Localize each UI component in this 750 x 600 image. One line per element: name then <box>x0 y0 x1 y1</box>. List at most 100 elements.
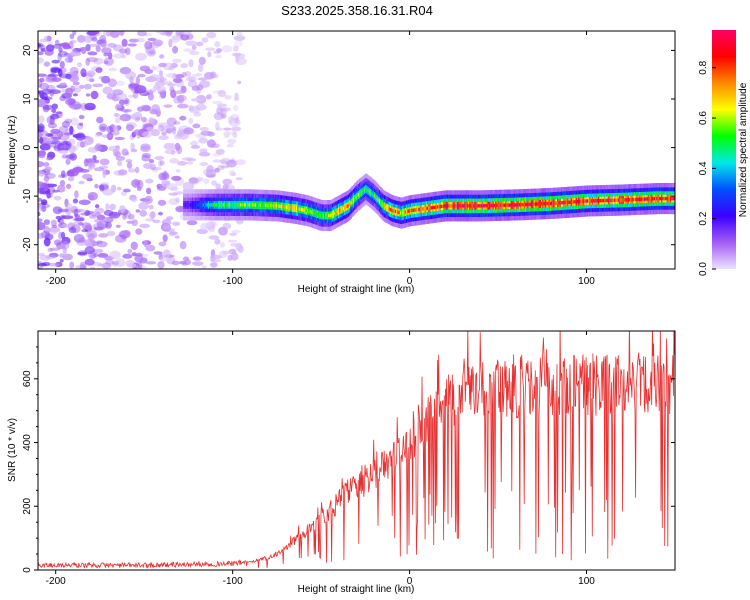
signal-cell <box>455 204 458 208</box>
noise-cell <box>58 149 69 154</box>
signal-cell <box>539 202 542 206</box>
signal-cell <box>304 208 307 212</box>
noise-cell <box>228 130 237 136</box>
signal-cell <box>476 204 479 208</box>
noise-cell <box>168 192 179 196</box>
noise-cell <box>163 222 171 231</box>
noise-cell <box>130 148 138 153</box>
noise-cell <box>205 169 217 178</box>
signal-cell <box>409 209 412 213</box>
noise-cell <box>135 228 143 235</box>
signal-cell <box>393 209 396 213</box>
noise-cell <box>171 34 183 41</box>
noise-cell <box>188 59 194 68</box>
signal-cell <box>198 203 200 207</box>
y-tick-label: 400 <box>22 434 33 451</box>
signal-cell <box>328 213 330 218</box>
noise-cell <box>195 103 207 111</box>
signal-cell <box>245 203 247 207</box>
noise-cell <box>131 252 137 257</box>
signal-cell <box>552 201 554 206</box>
noise-cell <box>126 162 133 169</box>
noise-cell <box>81 222 92 230</box>
noise-cell <box>96 241 108 248</box>
noise-cell <box>87 232 95 242</box>
noise-cell <box>206 131 215 137</box>
noise-cell <box>103 57 114 66</box>
noise-cell <box>39 44 46 52</box>
noise-cell <box>166 117 177 126</box>
noise-cell <box>149 74 161 80</box>
noise-cell <box>50 219 57 227</box>
noise-cell <box>168 65 175 71</box>
signal-cell <box>205 203 208 207</box>
noise-cell <box>57 53 62 61</box>
noise-cell <box>132 91 139 99</box>
noise-cell <box>162 252 171 259</box>
noise-cell <box>83 83 92 90</box>
signal-cell <box>188 203 190 207</box>
noise-cell <box>38 153 46 159</box>
signal-cell <box>279 204 282 208</box>
noise-cell <box>69 33 75 40</box>
signal-cell <box>522 202 525 207</box>
noise-cell <box>58 125 69 133</box>
signal-cell <box>376 196 378 201</box>
noise-cell <box>220 113 227 119</box>
noise-cell <box>222 222 232 230</box>
y-tick-label: 200 <box>22 497 33 514</box>
noise-cell <box>148 50 155 55</box>
noise-cell <box>135 76 141 85</box>
noise-cell <box>100 43 107 48</box>
signal-cell <box>261 203 263 207</box>
noise-cell <box>158 135 169 140</box>
signal-cell <box>437 205 439 209</box>
x-tick-label: -100 <box>223 276 243 287</box>
signal-cell <box>336 210 339 214</box>
signal-cell <box>629 198 631 202</box>
noise-cell <box>136 37 145 43</box>
signal-cell <box>652 197 655 201</box>
noise-cell <box>214 167 220 173</box>
signal-cell <box>427 206 429 210</box>
noise-cell <box>135 209 141 213</box>
noise-cell <box>130 197 138 203</box>
noise-cell <box>101 262 112 269</box>
signal-cell <box>512 203 515 207</box>
signal-cell <box>490 203 492 208</box>
noise-cell <box>222 250 233 255</box>
signal-cell <box>375 195 377 199</box>
noise-cell <box>74 208 85 213</box>
noise-cell <box>190 145 201 149</box>
noise-cell <box>192 261 204 266</box>
noise-cell <box>206 32 217 39</box>
signal-cell <box>531 202 533 206</box>
noise-cell <box>105 260 115 265</box>
signal-cell <box>430 206 433 210</box>
noise-cell <box>212 159 221 163</box>
noise-cell <box>64 56 73 63</box>
signal-cell <box>633 197 636 202</box>
noise-cell <box>57 208 69 213</box>
signal-cell <box>183 203 185 207</box>
signal-cell <box>420 207 423 211</box>
noise-cell <box>149 211 156 219</box>
signal-cell <box>344 206 346 210</box>
signal-cell <box>391 208 393 212</box>
noise-cell <box>95 45 101 53</box>
signal-cell <box>523 202 526 207</box>
signal-cell <box>298 207 300 211</box>
noise-cell <box>203 168 215 176</box>
noise-cell <box>98 233 109 238</box>
noise-cell <box>45 157 53 161</box>
noise-cell <box>127 168 136 173</box>
noise-cell <box>61 120 71 128</box>
noise-cell <box>68 226 77 234</box>
signal-cell <box>440 204 443 209</box>
noise-cell <box>168 38 173 48</box>
noise-cell <box>117 92 127 100</box>
spectrogram-frame <box>37 30 676 270</box>
noise-cell <box>51 108 57 113</box>
noise-cell <box>162 170 168 179</box>
noise-cell <box>166 256 176 265</box>
